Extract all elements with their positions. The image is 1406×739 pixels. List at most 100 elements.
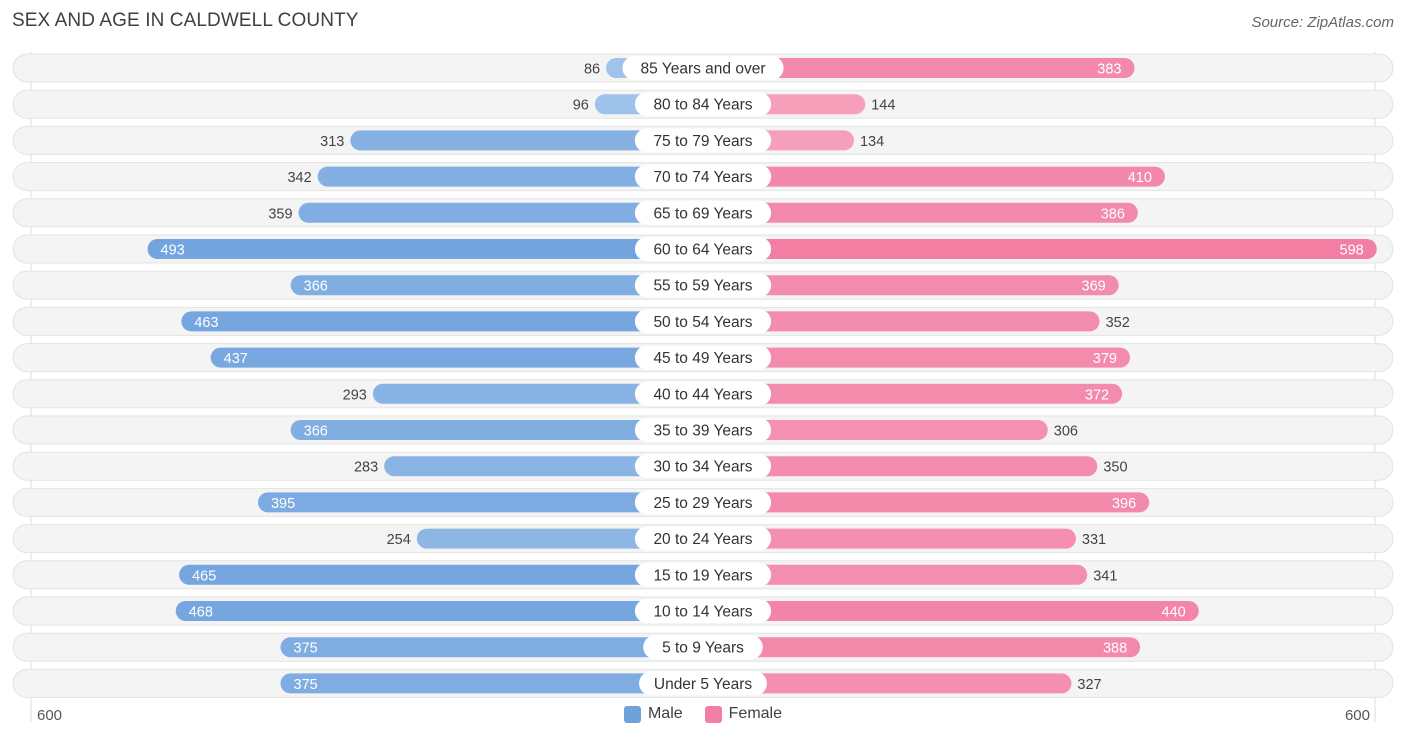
female-bar[interactable] xyxy=(703,673,1072,694)
category-label: 30 to 34 Years xyxy=(653,459,752,476)
female-bar[interactable] xyxy=(703,347,1131,368)
female-bar[interactable] xyxy=(703,492,1150,513)
category-label: 15 to 19 Years xyxy=(653,567,752,584)
legend-label-female: Female xyxy=(728,705,783,722)
category-label-background xyxy=(634,562,772,587)
bar-row: 342 410 70 to 74 Years xyxy=(12,162,1394,192)
category-label-background xyxy=(634,526,772,551)
male-value-label: 465 xyxy=(192,568,216,584)
female-bar[interactable] xyxy=(703,601,1199,621)
legend-label-male: Male xyxy=(647,705,683,722)
male-value-label: 86 xyxy=(584,62,600,78)
female-value-label: 410 xyxy=(1128,170,1152,186)
female-bar[interactable] xyxy=(703,528,1076,549)
female-bar[interactable] xyxy=(703,383,1123,404)
category-label-background xyxy=(639,671,767,696)
category-label: Under 5 Years xyxy=(654,676,752,693)
bar-row: 463 352 50 to 54 Years xyxy=(12,306,1394,336)
female-bar[interactable] xyxy=(703,275,1119,296)
category-label-background xyxy=(634,200,772,225)
category-label: 10 to 14 Years xyxy=(653,604,752,621)
male-value-label: 437 xyxy=(224,351,248,367)
female-value-label: 327 xyxy=(1077,677,1101,693)
male-value-label: 283 xyxy=(354,460,378,476)
male-value-label: 493 xyxy=(161,243,185,259)
category-label: 45 to 49 Years xyxy=(653,350,752,367)
female-bar[interactable] xyxy=(703,311,1100,332)
male-value-label: 313 xyxy=(320,134,344,150)
male-bar[interactable] xyxy=(257,492,703,513)
male-bar[interactable] xyxy=(372,383,703,404)
bar-row: 465 341 15 to 19 Years xyxy=(12,560,1394,590)
bar-row: 437 379 45 to 49 Years xyxy=(12,343,1394,373)
male-bar[interactable] xyxy=(416,528,703,549)
legend-swatch-female xyxy=(704,705,722,723)
bar-row: 493 598 60 to 64 Years xyxy=(12,234,1394,264)
female-bar[interactable] xyxy=(703,637,1141,658)
male-value-label: 254 xyxy=(387,532,411,548)
category-label-background xyxy=(622,56,784,80)
male-value-label: 463 xyxy=(194,315,218,331)
category-label: 50 to 54 Years xyxy=(653,314,752,331)
male-value-label: 359 xyxy=(268,206,292,222)
bar-row: 366 306 35 to 39 Years xyxy=(12,415,1394,445)
bar-row: 86 383 85 Years and over xyxy=(12,53,1394,83)
female-value-label: 383 xyxy=(1097,62,1121,78)
category-label: 20 to 24 Years xyxy=(653,531,752,548)
male-value-label: 375 xyxy=(294,677,318,693)
female-bar[interactable] xyxy=(703,420,1048,440)
category-label: 35 to 39 Years xyxy=(653,423,752,440)
male-value-label: 468 xyxy=(189,605,213,621)
female-value-label: 372 xyxy=(1085,387,1109,403)
female-bar[interactable] xyxy=(703,166,1165,187)
category-label: 40 to 44 Years xyxy=(653,386,752,403)
legend-item-female[interactable]: Female xyxy=(704,705,783,723)
male-value-label: 375 xyxy=(294,641,318,657)
male-bar[interactable] xyxy=(179,564,704,585)
category-label-background xyxy=(634,128,772,153)
male-bar[interactable] xyxy=(298,202,703,223)
category-label: 55 to 59 Years xyxy=(653,278,752,295)
female-bar[interactable] xyxy=(703,456,1098,477)
category-label-background xyxy=(634,345,772,370)
male-bar[interactable] xyxy=(350,130,703,151)
female-bar[interactable] xyxy=(703,58,1135,78)
bar-row: 283 350 30 to 34 Years xyxy=(12,451,1394,481)
category-label-background xyxy=(634,92,772,117)
male-bar[interactable] xyxy=(384,456,703,477)
male-bar[interactable] xyxy=(280,637,704,658)
female-value-label: 386 xyxy=(1101,206,1125,222)
axis-label-left: 600 xyxy=(37,707,63,724)
female-value-label: 388 xyxy=(1103,641,1127,657)
bar-row: 375 327 Under 5 Years xyxy=(12,668,1394,698)
female-value-label: 379 xyxy=(1093,351,1117,367)
bar-row: 375 388 5 to 9 Years xyxy=(12,632,1394,662)
male-bar[interactable] xyxy=(290,275,703,296)
category-label: 65 to 69 Years xyxy=(653,205,752,222)
male-value-label: 395 xyxy=(271,496,295,512)
male-bar[interactable] xyxy=(147,239,703,259)
male-bar[interactable] xyxy=(280,673,704,694)
bar-row: 468 440 10 to 14 Years xyxy=(12,596,1394,626)
legend-item-male[interactable]: Male xyxy=(623,705,683,723)
male-bar[interactable] xyxy=(175,601,704,621)
male-value-label: 96 xyxy=(573,98,589,114)
female-value-label: 341 xyxy=(1093,568,1117,584)
female-value-label: 369 xyxy=(1082,279,1106,295)
female-value-label: 396 xyxy=(1112,496,1136,512)
male-bar[interactable] xyxy=(317,166,703,187)
male-bar[interactable] xyxy=(290,420,703,440)
chart-title: SEX AND AGE IN CALDWELL COUNTY xyxy=(12,10,359,31)
female-bar[interactable] xyxy=(703,564,1088,585)
category-label: 80 to 84 Years xyxy=(653,97,752,114)
female-bar[interactable] xyxy=(703,202,1138,223)
source-credit: Source: ZipAtlas.com xyxy=(1251,14,1394,31)
male-bar[interactable] xyxy=(210,347,703,368)
female-value-label: 134 xyxy=(860,134,884,150)
category-label-background xyxy=(634,418,772,442)
male-bar[interactable] xyxy=(181,311,703,332)
male-value-label: 342 xyxy=(287,170,311,186)
category-label-background xyxy=(634,599,772,623)
female-bar[interactable] xyxy=(703,239,1377,259)
